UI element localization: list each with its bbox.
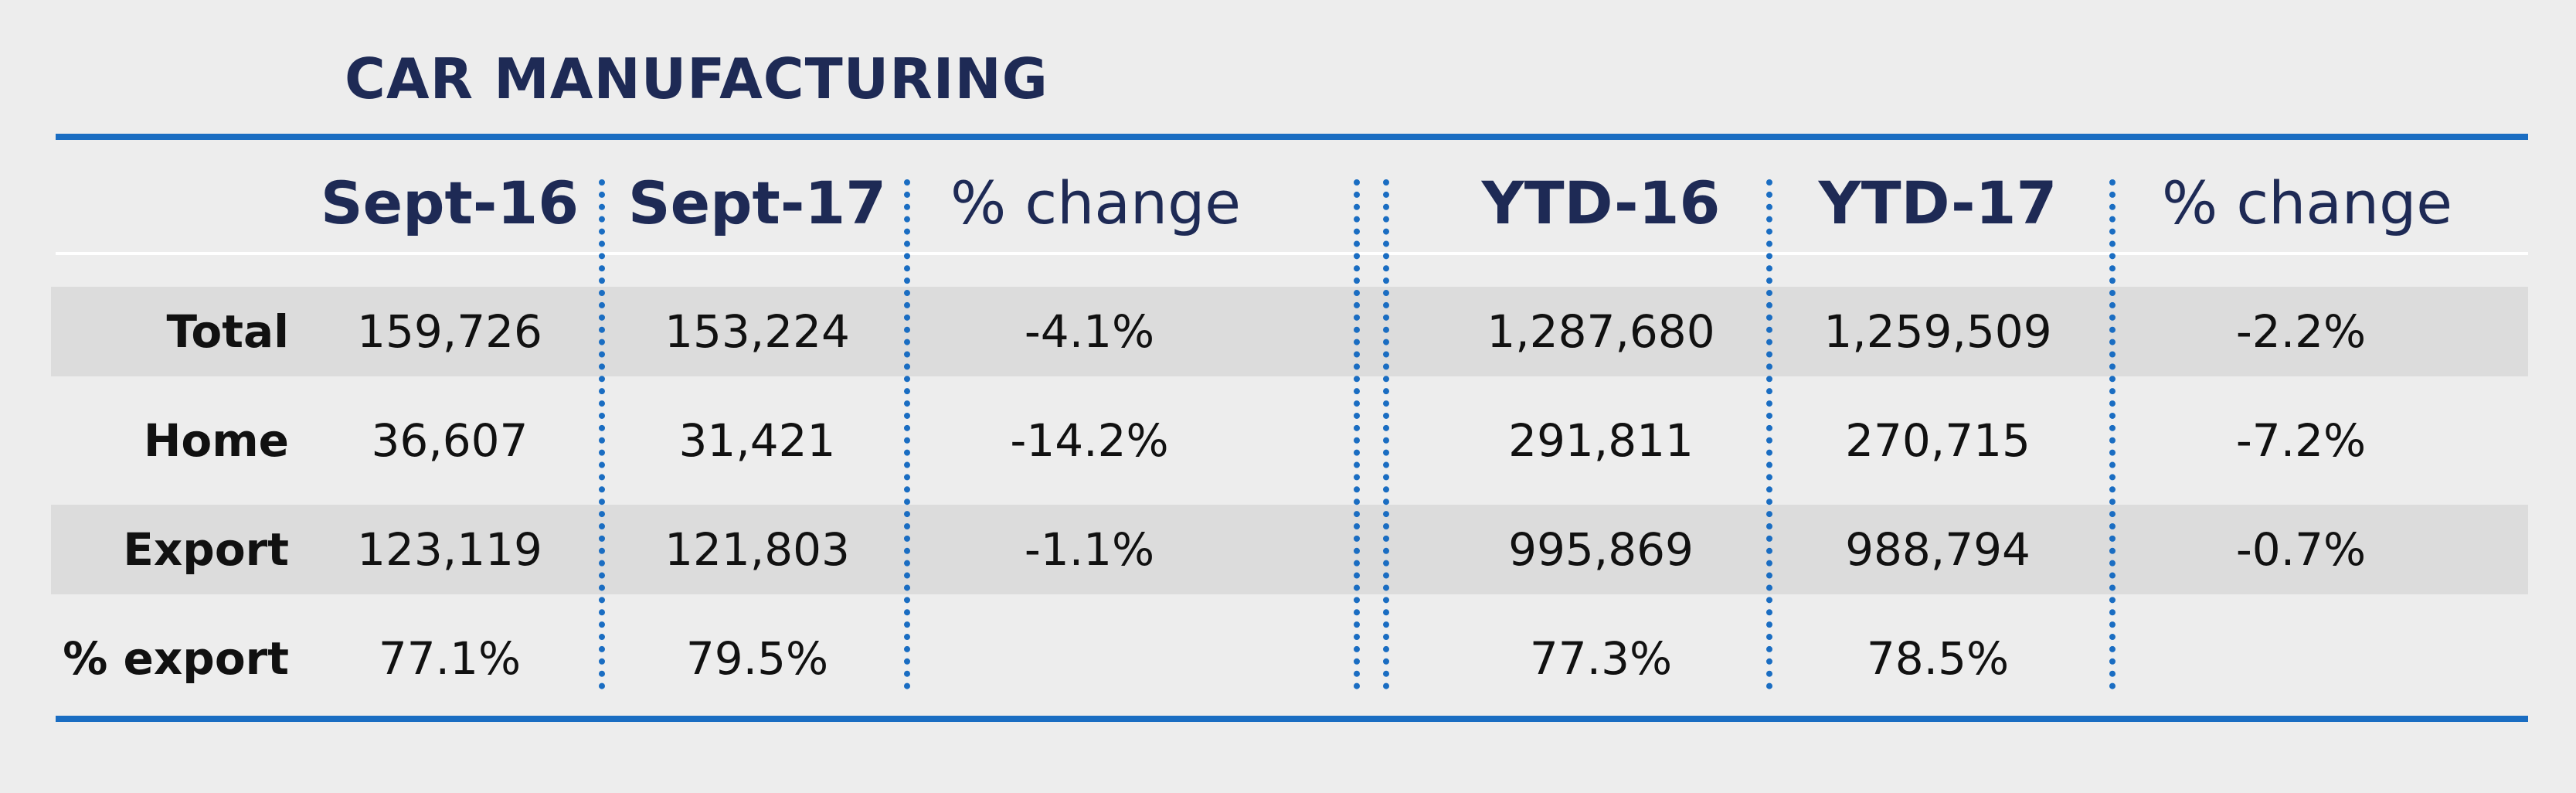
table-cell: 31,421 — [678, 414, 836, 467]
table-cell: -1.1% — [1024, 523, 1155, 576]
table-cell: 291,811 — [1508, 414, 1694, 467]
table-cell: 270,715 — [1845, 414, 2031, 467]
table-cell: 995,869 — [1508, 523, 1694, 576]
table-cell: 159,726 — [357, 305, 542, 358]
row-label: Export — [123, 523, 289, 576]
column-separator — [1354, 179, 1360, 689]
table-cell: 78.5% — [1866, 632, 2010, 685]
column-separator — [599, 179, 605, 689]
column-separator — [1383, 179, 1389, 689]
table-cell: 77.1% — [378, 632, 522, 685]
header-divider — [56, 252, 2528, 255]
row-label: Home — [143, 414, 289, 467]
table-cell: -7.2% — [2235, 414, 2367, 467]
table-cell: -14.2% — [1010, 414, 1169, 467]
column-header: Sept-17 — [627, 168, 887, 237]
table-cell: 36,607 — [371, 414, 528, 467]
column-header: YTD-17 — [1818, 168, 2058, 237]
bottom-rule — [56, 716, 2528, 722]
table-cell: 988,794 — [1845, 523, 2031, 576]
table-cell: -4.1% — [1024, 305, 1155, 358]
column-separator — [904, 179, 910, 689]
table-cell: -2.2% — [2235, 305, 2367, 358]
column-separator — [2109, 179, 2116, 689]
table-cell: 1,287,680 — [1487, 305, 1715, 358]
row-label: % export — [63, 632, 289, 685]
column-header: YTD-16 — [1481, 168, 1721, 237]
table-cell: 153,224 — [664, 305, 850, 358]
table-cell: -0.7% — [2235, 523, 2367, 576]
table-cell: 79.5% — [685, 632, 829, 685]
table-cell: 121,803 — [664, 523, 850, 576]
column-separator — [1766, 179, 1772, 689]
row-label: Total — [166, 305, 289, 358]
top-rule — [56, 134, 2528, 140]
table-cell — [950, 614, 1229, 703]
table-cell — [2162, 614, 2440, 703]
table-cell: 123,119 — [357, 523, 542, 576]
column-header: % change — [950, 168, 1242, 237]
column-header: Sept-16 — [320, 168, 579, 237]
table-title: CAR MANUFACTURING — [345, 46, 1048, 111]
table-cell: 1,259,509 — [1823, 305, 2052, 358]
table-cell: 77.3% — [1529, 632, 1673, 685]
column-header: % change — [2162, 168, 2453, 237]
